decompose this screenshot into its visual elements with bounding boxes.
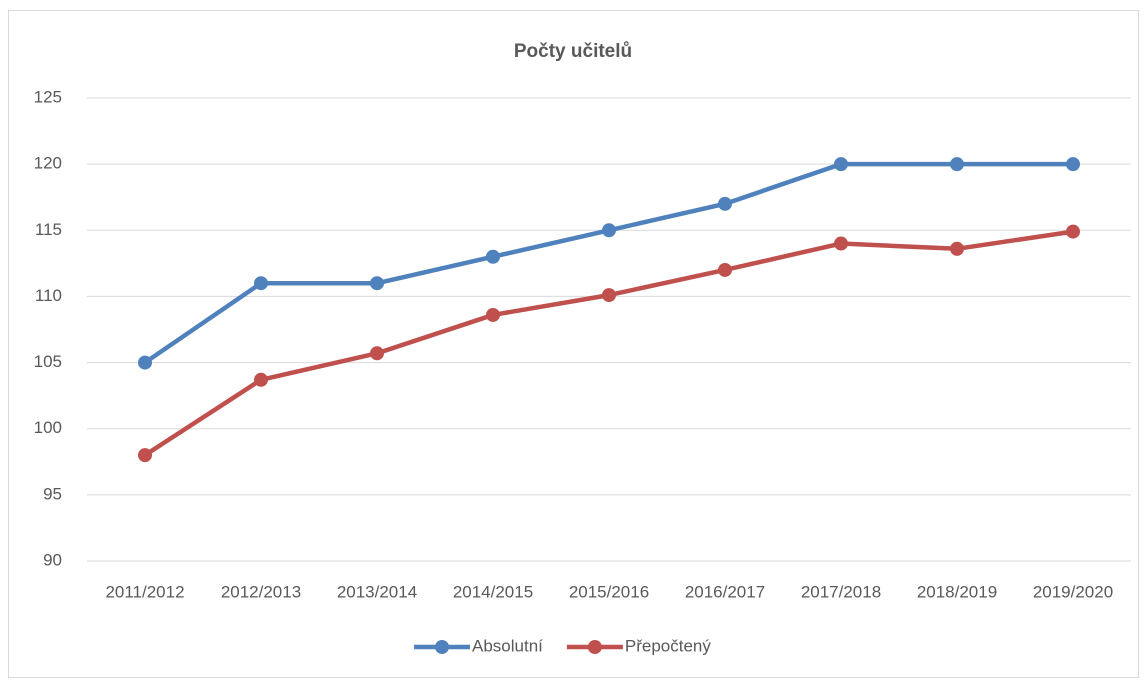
x-tick-label: 2012/2013 [221, 582, 301, 601]
chart-border [8, 10, 1139, 678]
marker [138, 448, 152, 463]
x-tick-label: 2019/2020 [1033, 582, 1113, 601]
marker [718, 196, 732, 211]
marker [834, 236, 848, 251]
marker [1066, 157, 1080, 172]
marker [950, 157, 964, 172]
y-tick-label: 120 [34, 154, 62, 173]
x-tick-label: 2018/2019 [917, 582, 997, 601]
y-tick-label: 90 [43, 550, 62, 569]
y-tick-label: 95 [43, 484, 62, 503]
marker [486, 307, 500, 322]
marker [950, 241, 964, 256]
marker [602, 223, 616, 238]
marker [370, 276, 384, 291]
y-tick-label: 125 [34, 87, 62, 106]
x-tick-label: 2017/2018 [801, 582, 881, 601]
legend-label: Absolutní [472, 636, 543, 655]
x-tick-label: 2013/2014 [337, 582, 417, 601]
chart-title: Počty učitelů [514, 41, 632, 62]
x-tick-label: 2015/2016 [569, 582, 649, 601]
marker [138, 355, 152, 370]
y-tick-label: 105 [34, 352, 62, 371]
x-tick-label: 2014/2015 [453, 582, 533, 601]
y-tick-label: 100 [34, 418, 62, 437]
marker [1066, 224, 1080, 239]
marker [486, 249, 500, 264]
marker [254, 372, 268, 387]
y-tick-label: 115 [35, 220, 62, 239]
marker [718, 262, 732, 277]
x-tick-label: 2016/2017 [685, 582, 765, 601]
marker [602, 288, 616, 303]
x-tick-label: 2011/2012 [105, 582, 184, 601]
marker [254, 276, 268, 291]
legend-marker [587, 640, 602, 654]
legend-label: Přepočtený [625, 636, 711, 655]
marker [370, 346, 384, 361]
legend-marker [435, 640, 449, 654]
y-tick-label: 110 [35, 286, 62, 305]
marker [834, 157, 848, 172]
